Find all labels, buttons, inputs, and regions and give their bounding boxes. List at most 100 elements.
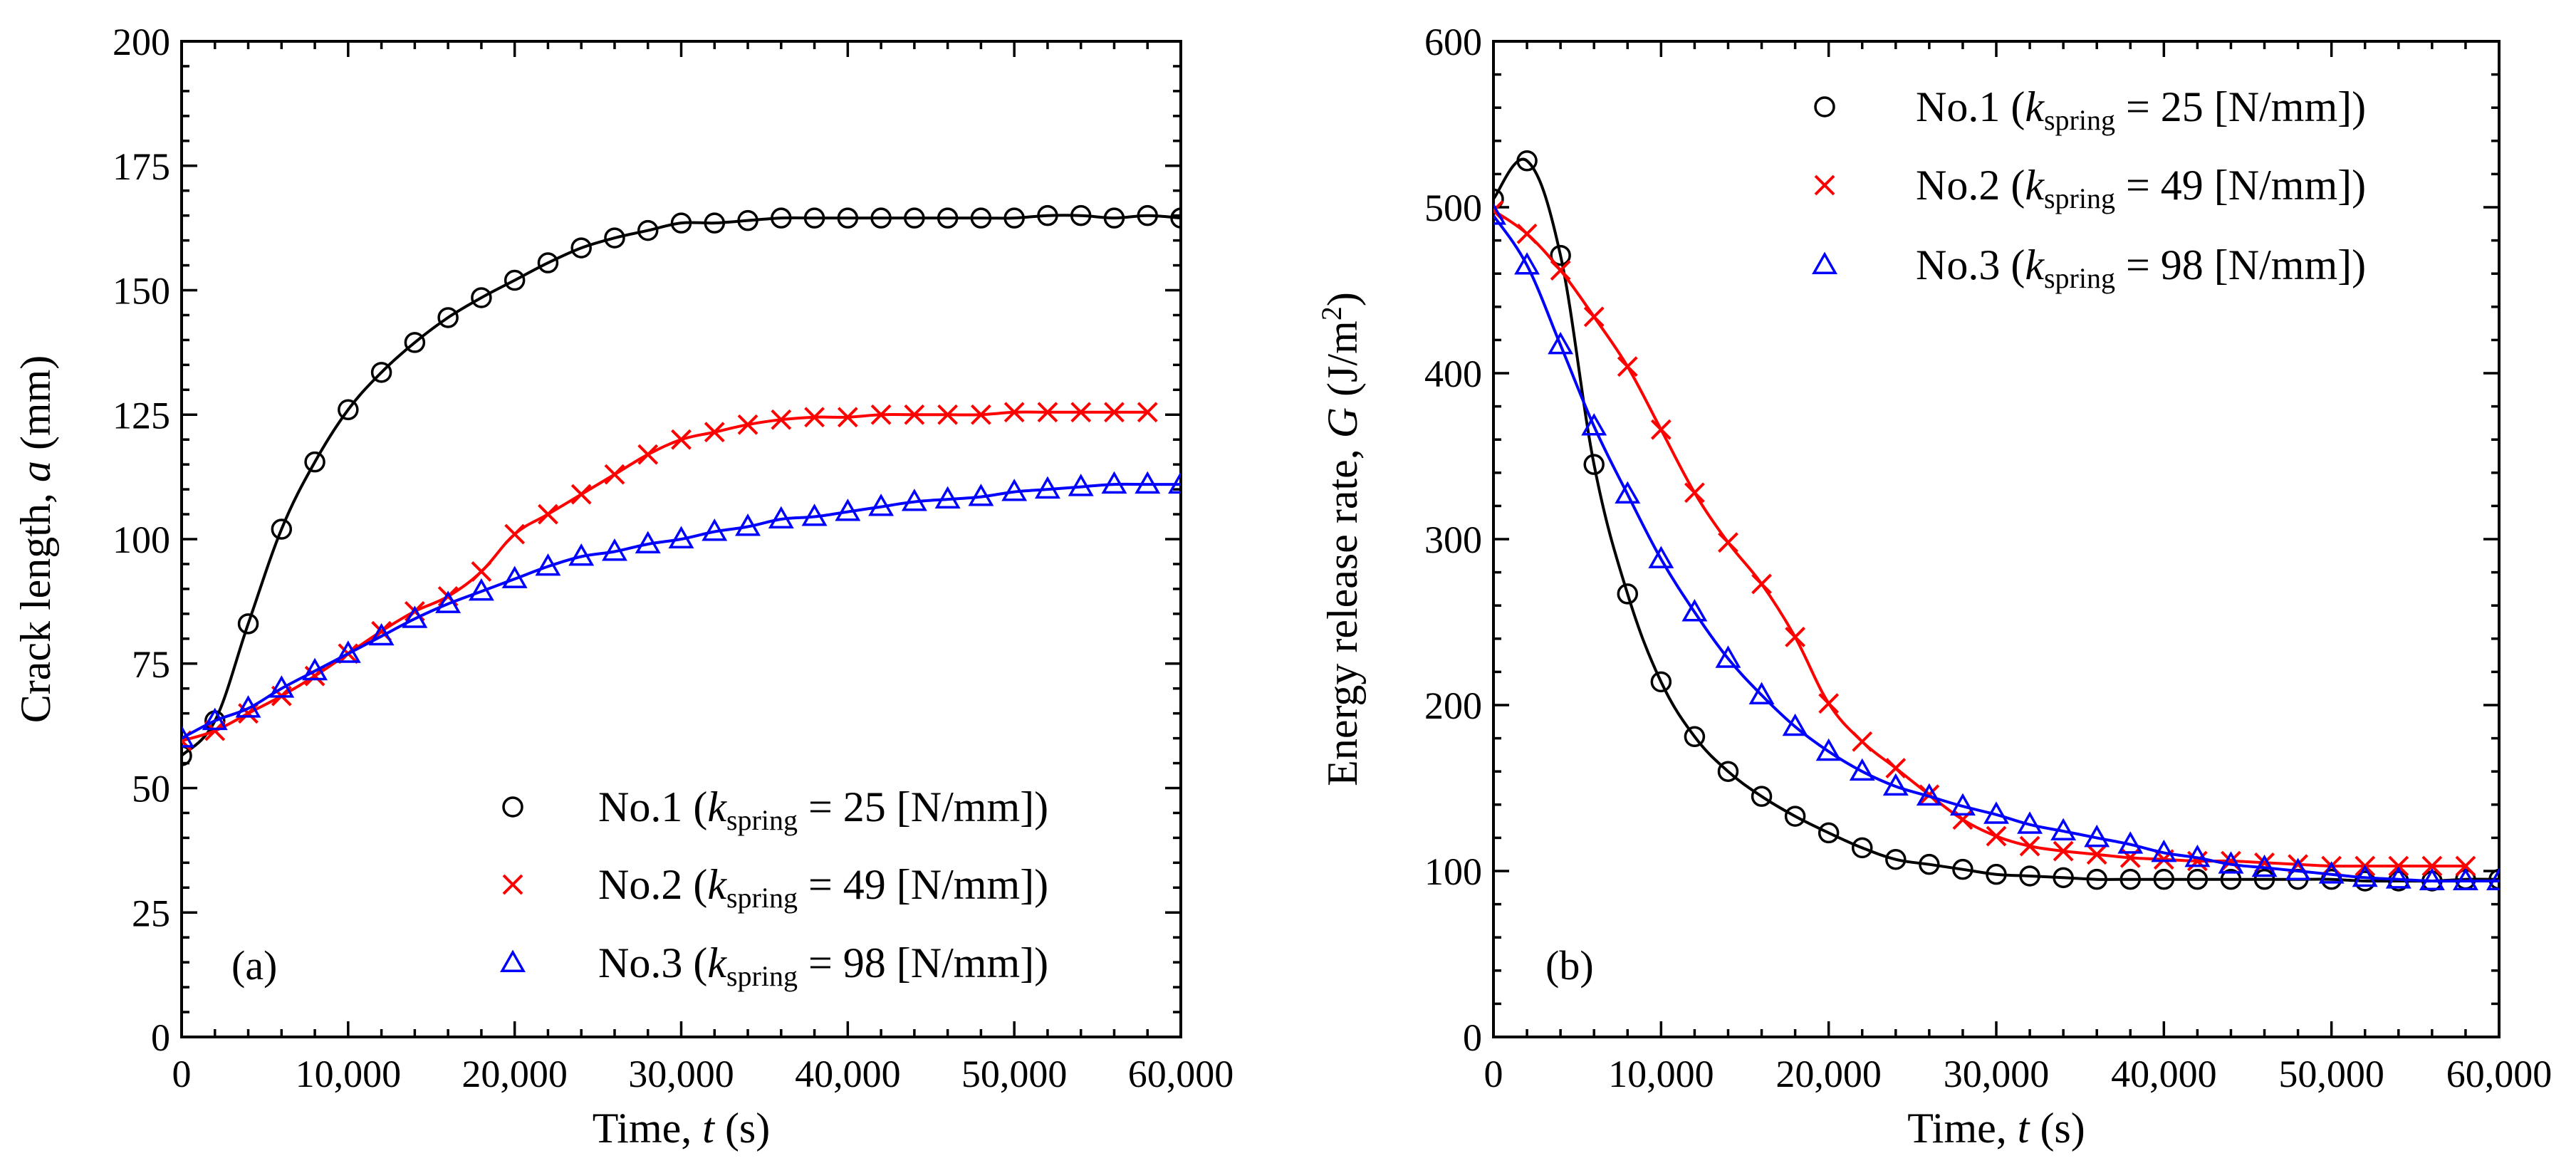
data-point-series-3 — [2117, 831, 2144, 854]
y-tick-label: 150 — [113, 270, 170, 313]
y-tick-label: 100 — [1424, 850, 1482, 893]
data-point-series-3 — [302, 657, 328, 681]
data-point-series-1 — [870, 207, 892, 229]
legend-label-3: No.3 (kspring = 98 [N/mm]) — [598, 939, 1048, 992]
data-point-series-2 — [604, 464, 625, 485]
data-point-series-3 — [368, 622, 395, 646]
legend-marker-3 — [1812, 251, 1837, 274]
data-point-series-1 — [1684, 726, 1706, 748]
data-point-series-1 — [237, 613, 259, 635]
legend-marker-2 — [1814, 174, 1835, 196]
series-line-2 — [1493, 209, 2466, 868]
data-point-series-1 — [1617, 583, 1639, 605]
data-point-series-1 — [2153, 868, 2175, 890]
data-point-series-2 — [637, 444, 659, 465]
legend-marker-1 — [502, 796, 523, 818]
data-point-series-3 — [1648, 546, 1674, 568]
data-point-series-1 — [2488, 868, 2499, 890]
data-point-series-1 — [1170, 207, 1181, 229]
data-point-series-3 — [1514, 252, 1540, 275]
y-tick-label: 25 — [132, 892, 170, 934]
data-point-series-3 — [1681, 599, 1708, 622]
data-point-series-1 — [1784, 806, 1806, 827]
series-line-1 — [1493, 157, 2499, 883]
data-point-series-2 — [1718, 532, 1738, 553]
series-line-1 — [182, 214, 1181, 757]
data-point-series-3 — [435, 590, 462, 613]
data-point-series-3 — [1068, 474, 1094, 496]
data-point-series-2 — [2086, 844, 2107, 865]
legend: No.1 (kspring = 25 [N/mm]) No.2 (kspring … — [1812, 83, 2366, 294]
data-point-series-2 — [1037, 402, 1058, 423]
data-point-series-2 — [837, 407, 858, 428]
data-point-series-3 — [2419, 867, 2445, 890]
y-tick-label: 400 — [1424, 353, 1482, 395]
data-point-series-3 — [1782, 713, 1808, 736]
data-point-series-2 — [2421, 855, 2443, 877]
data-point-series-3 — [1581, 413, 1607, 436]
data-point-series-1 — [803, 207, 825, 229]
x-tick-label: 20,000 — [1775, 1053, 1882, 1095]
data-point-series-2 — [1070, 402, 1092, 423]
legend-label-1: No.1 (kspring = 25 [N/mm]) — [598, 783, 1048, 836]
data-point-series-1 — [970, 207, 992, 229]
data-point-series-3 — [768, 506, 794, 529]
data-point-series-1 — [837, 207, 859, 229]
data-point-series-2 — [904, 404, 925, 425]
x-tick-label: 50,000 — [961, 1053, 1068, 1095]
data-point-series-2 — [737, 414, 758, 435]
data-point-series-1 — [404, 332, 426, 353]
series-line-3 — [182, 482, 1181, 740]
series-line-3 — [1493, 214, 2499, 883]
chart-panel-a: 0 10,000 20,000 30,000 40,000 50,000 60,000 0 25… — [12, 21, 1234, 1152]
legend-label-2: No.2 (kspring = 49 [N/mm]) — [598, 861, 1048, 914]
data-point-series-1 — [570, 237, 592, 259]
data-point-series-1 — [704, 212, 726, 234]
data-point-series-3 — [1548, 331, 1574, 355]
data-point-series-3 — [2184, 844, 2211, 867]
y-tick-label: 500 — [1424, 187, 1482, 229]
data-point-series-3 — [635, 531, 661, 553]
data-point-series-3 — [901, 489, 927, 511]
data-point-series-2 — [1919, 784, 1940, 806]
data-point-series-2 — [671, 429, 692, 450]
data-point-series-2 — [704, 422, 725, 443]
data-point-series-3 — [2218, 851, 2244, 874]
data-point-series-3 — [1034, 476, 1060, 499]
legend-label-2: No.2 (kspring = 49 [N/mm]) — [1916, 162, 2366, 214]
y-tick-label: 0 — [151, 1016, 170, 1059]
y-tick-label: 200 — [113, 21, 170, 63]
data-point-series-3 — [934, 486, 961, 509]
data-point-series-1 — [1751, 786, 1773, 807]
data-point-series-1 — [1516, 150, 1538, 172]
data-point-series-3 — [1135, 471, 1161, 494]
data-point-series-3 — [602, 538, 627, 561]
data-point-series-2 — [1137, 402, 1158, 423]
data-point-series-1 — [1851, 837, 1873, 859]
data-point-series-2 — [2221, 850, 2241, 872]
data-point-series-1 — [1885, 848, 1907, 870]
data-point-series-1 — [2053, 867, 2074, 889]
data-point-series-2 — [1986, 825, 2007, 847]
y-tick-label: 75 — [132, 643, 170, 686]
data-point-series-1 — [271, 518, 293, 540]
data-point-series-2 — [2455, 855, 2476, 877]
data-point-series-2 — [2053, 840, 2074, 862]
data-point-series-3 — [2050, 818, 2077, 841]
x-axis-title: Time, t (s) — [1907, 1105, 2085, 1152]
data-point-series-2 — [937, 404, 959, 425]
data-point-series-1 — [1818, 822, 1840, 844]
x-axis-title: Time, t (s) — [593, 1105, 771, 1152]
data-point-series-3 — [735, 513, 761, 536]
data-point-series-2 — [771, 409, 792, 430]
data-point-series-2 — [504, 523, 526, 545]
data-point-series-1 — [737, 209, 758, 231]
y-tick-label: 50 — [132, 768, 170, 810]
data-point-series-3 — [1882, 773, 1909, 796]
data-point-series-3 — [668, 526, 694, 548]
data-point-series-3 — [235, 695, 261, 718]
data-point-series-3 — [868, 494, 895, 516]
data-point-series-2 — [870, 404, 892, 425]
data-point-series-3 — [501, 565, 528, 588]
